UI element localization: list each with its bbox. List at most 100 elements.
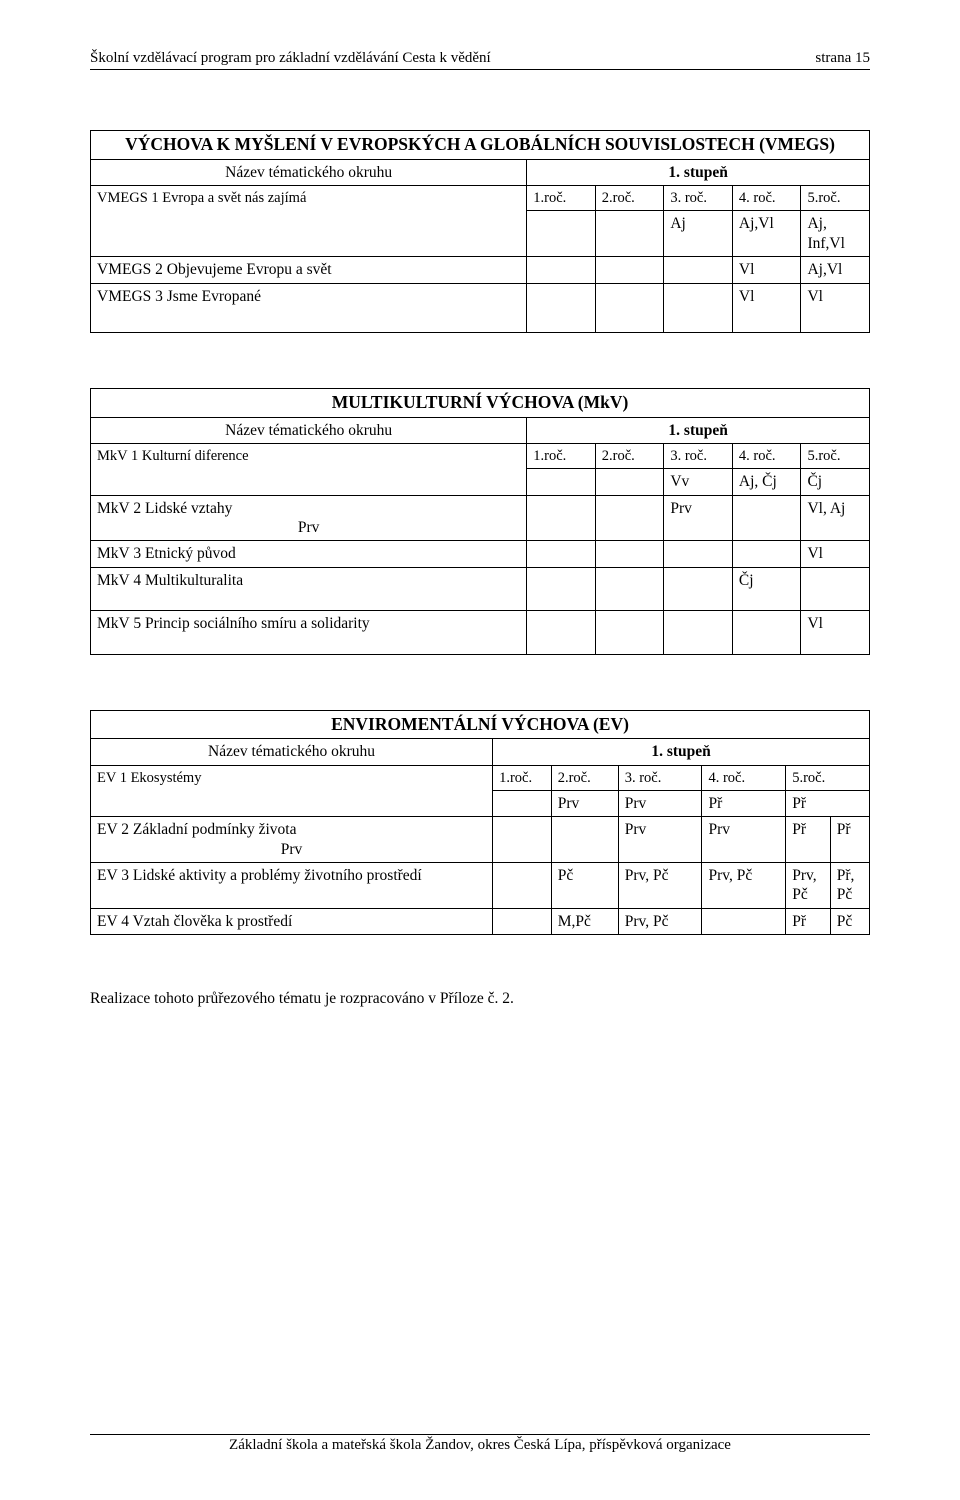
roc-header-row: MkV 1 Kulturní diference 1.roč. 2.roč. 3… (91, 444, 870, 469)
cell: Př (830, 817, 869, 863)
mkv-row-2-label: MkV 2 Lidské vztahy Prv (91, 495, 527, 541)
cell: Prv (618, 817, 702, 863)
cell (801, 567, 870, 610)
cell: Aj (664, 211, 733, 257)
roc-2: 2.roč. (551, 765, 618, 790)
nazev-label: Název tématického okruhu (91, 739, 493, 765)
stupen-label: 1. stupeň (527, 417, 870, 443)
ev-row-3-label: EV 3 Lidské aktivity a problémy životníh… (91, 863, 493, 909)
roc-5: 5.roč. (801, 444, 870, 469)
roc-4: 4. roč. (732, 186, 801, 211)
vmegs-row-3-label: VMEGS 3 Jsme Evropané (91, 283, 527, 332)
cell (595, 567, 664, 610)
label-sub: Prv (97, 518, 520, 537)
mkv-title: MULTIKULTURNÍ VÝCHOVA (MkV) (91, 388, 870, 417)
cell (664, 611, 733, 654)
cell (527, 567, 596, 610)
cell (595, 541, 664, 567)
cell: Vv (664, 469, 733, 495)
cell: Prv (618, 790, 702, 816)
cell: Vl (732, 257, 801, 283)
cell: Aj, Čj (732, 469, 801, 495)
cell (493, 863, 552, 909)
vmegs-row-3: VMEGS 3 Jsme Evropané Vl Vl (91, 283, 870, 332)
cell (527, 257, 596, 283)
cell: Př, Pč (830, 863, 869, 909)
mkv-table: MULTIKULTURNÍ VÝCHOVA (MkV) Název témati… (90, 388, 870, 655)
cell (595, 611, 664, 654)
cell: Prv, Pč (618, 863, 702, 909)
nazev-label: Název tématického okruhu (91, 159, 527, 185)
cell: Vl (732, 283, 801, 332)
ev-row-1-label: EV 1 Ekosystémy (91, 765, 493, 817)
cell: Čj (801, 469, 870, 495)
cell (732, 611, 801, 654)
mkv-row-5: MkV 5 Princip sociálního smíru a solidar… (91, 611, 870, 654)
vmegs-row-2: VMEGS 2 Objevujeme Evropu a svět Vl Aj,V… (91, 257, 870, 283)
cell: Pč (551, 863, 618, 909)
cell (527, 469, 596, 495)
cell (595, 211, 664, 257)
cell: Čj (732, 567, 801, 610)
stupen-label: 1. stupeň (493, 739, 870, 765)
vmegs-title: VÝCHOVA K MYŠLENÍ V EVROPSKÝCH A GLOBÁLN… (91, 131, 870, 160)
ev-title: ENVIROMENTÁLNÍ VÝCHOVA (EV) (91, 710, 870, 739)
cell: Prv, Pč (786, 863, 831, 909)
cell (664, 257, 733, 283)
roc-1: 1.roč. (493, 765, 552, 790)
cell: Prv (664, 495, 733, 541)
roc-2: 2.roč. (595, 444, 664, 469)
vmegs-block: VÝCHOVA K MYŠLENÍ V EVROPSKÝCH A GLOBÁLN… (90, 130, 870, 333)
cell: Vl, Aj (801, 495, 870, 541)
cell: Aj, Inf,Vl (801, 211, 870, 257)
cell (527, 283, 596, 332)
cell (702, 908, 786, 934)
cell: Prv, Pč (702, 863, 786, 909)
ev-row-2: EV 2 Základní podmínky života Prv Prv Pr… (91, 817, 870, 863)
cell (527, 611, 596, 654)
cell: Př (786, 790, 870, 816)
vmegs-row-2-label: VMEGS 2 Objevujeme Evropu a svět (91, 257, 527, 283)
cell: M,Pč (551, 908, 618, 934)
nazev-label: Název tématického okruhu (91, 417, 527, 443)
cell (493, 790, 552, 816)
roc-3: 3. roč. (618, 765, 702, 790)
cell: Vl (801, 541, 870, 567)
page-footer: Základní škola a mateřská škola Žandov, … (90, 1434, 870, 1454)
mkv-row-4: MkV 4 Multikulturalita Čj (91, 567, 870, 610)
cell (595, 495, 664, 541)
ev-row-4-label: EV 4 Vztah člověka k prostředí (91, 908, 493, 934)
cell: Prv (702, 817, 786, 863)
roc-5: 5.roč. (801, 186, 870, 211)
vmegs-table: VÝCHOVA K MYŠLENÍ V EVROPSKÝCH A GLOBÁLN… (90, 130, 870, 333)
cell (493, 908, 552, 934)
stupen-label: 1. stupeň (527, 159, 870, 185)
vmegs-row-1-label: VMEGS 1 Evropa a svět nás zajímá (91, 186, 527, 257)
roc-4: 4. roč. (702, 765, 786, 790)
cell: Aj,Vl (732, 211, 801, 257)
cell: Př (786, 908, 831, 934)
roc-header-row: EV 1 Ekosystémy 1.roč. 2.roč. 3. roč. 4.… (91, 765, 870, 790)
mkv-row-4-label: MkV 4 Multikulturalita (91, 567, 527, 610)
cell (527, 541, 596, 567)
label-main: MkV 2 Lidské vztahy (97, 500, 232, 517)
cell (493, 817, 552, 863)
cell (732, 541, 801, 567)
roc-2: 2.roč. (595, 186, 664, 211)
page: Školní vzdělávací program pro základní v… (0, 0, 960, 1500)
header-right: strana 15 (815, 50, 870, 67)
roc-5: 5.roč. (786, 765, 870, 790)
ev-block: ENVIROMENTÁLNÍ VÝCHOVA (EV) Název témati… (90, 710, 870, 936)
cell: Př (786, 817, 831, 863)
ev-row-3: EV 3 Lidské aktivity a problémy životníh… (91, 863, 870, 909)
cell (595, 469, 664, 495)
page-header: Školní vzdělávací program pro základní v… (90, 50, 870, 70)
cell: Aj,Vl (801, 257, 870, 283)
cell (664, 283, 733, 332)
cell (527, 495, 596, 541)
mkv-row-3: MkV 3 Etnický původ Vl (91, 541, 870, 567)
ev-row-2-label: EV 2 Základní podmínky života Prv (91, 817, 493, 863)
cell (527, 211, 596, 257)
cell: Vl (801, 611, 870, 654)
cell: Prv, Pč (618, 908, 702, 934)
